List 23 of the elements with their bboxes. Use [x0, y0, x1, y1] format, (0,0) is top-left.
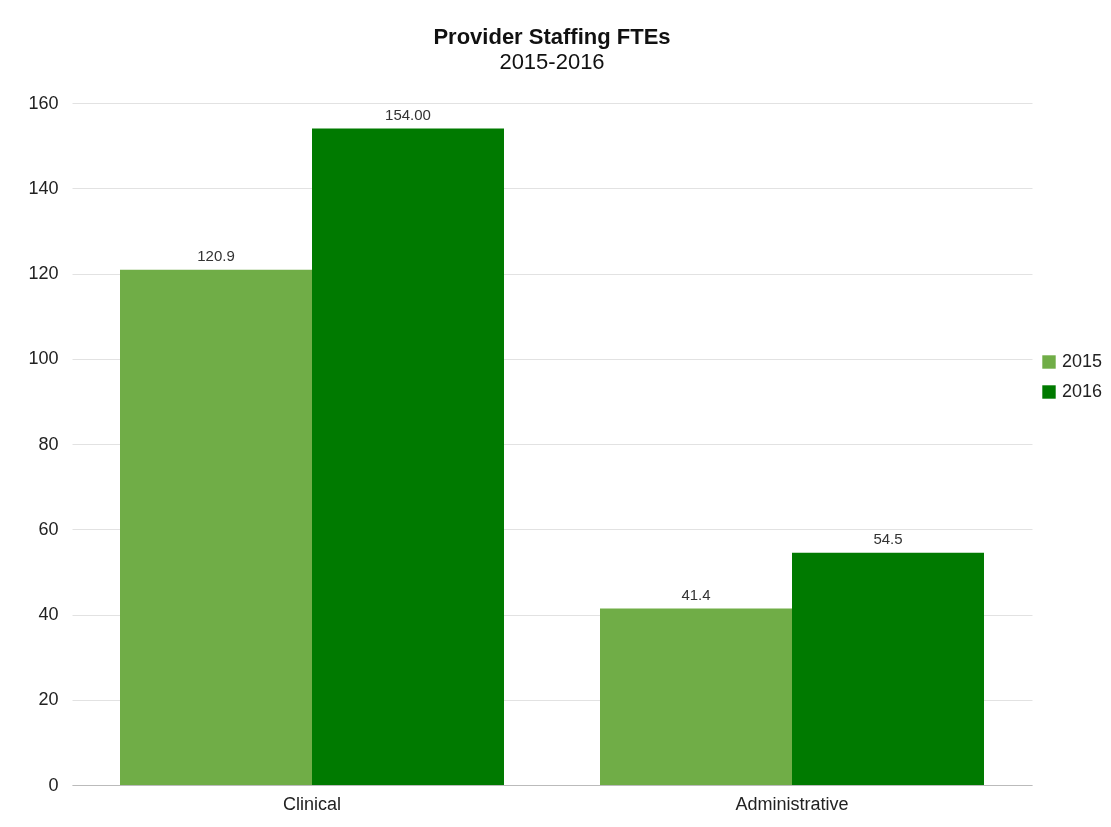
- data-label: 154.00: [385, 105, 431, 123]
- data-label: 120.9: [197, 246, 235, 264]
- y-tick-label: 120: [28, 263, 59, 283]
- bar: [792, 552, 984, 785]
- x-tick-label: Administrative: [735, 793, 849, 814]
- data-label: 41.4: [681, 585, 711, 603]
- chart-subtitle: 2015-2016: [499, 49, 605, 74]
- chart-title: Provider Staffing FTEs: [433, 24, 671, 49]
- y-tick-label: 100: [28, 348, 59, 369]
- x-tick-label: Clinical: [282, 793, 342, 814]
- y-tick-label: 40: [38, 604, 59, 624]
- legend-label: 2015: [1062, 351, 1103, 371]
- bar: [600, 608, 792, 785]
- y-tick-label: 160: [28, 92, 59, 113]
- y-tick-label: 20: [38, 689, 59, 710]
- y-tick-label: 80: [38, 433, 59, 454]
- bar: [120, 269, 312, 785]
- bar: [312, 128, 504, 785]
- y-tick-label: 60: [38, 518, 59, 539]
- y-tick-label: 140: [28, 177, 59, 198]
- data-label: 54.5: [873, 529, 903, 547]
- y-tick-label: 0: [48, 774, 59, 795]
- legend-label: 2016: [1062, 381, 1103, 401]
